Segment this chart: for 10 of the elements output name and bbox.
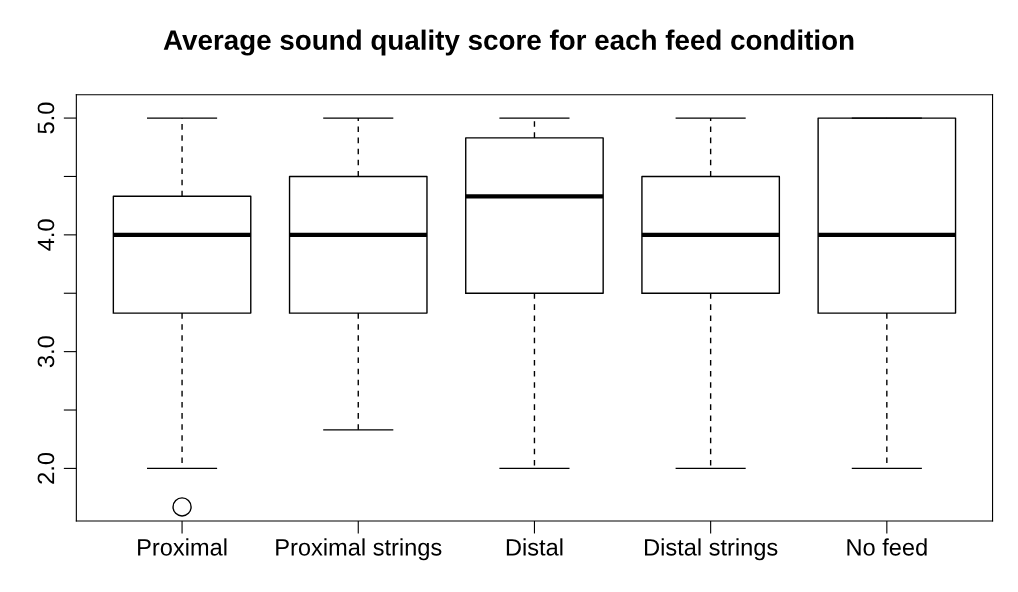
y-tick-label: 5.0 [37,102,55,134]
x-tick-label: No feed [847,538,927,556]
y-tick-label: 4.0 [37,219,55,251]
y-tick-label: 3.0 [37,336,55,368]
x-tick-label: Proximal [138,538,227,556]
x-tick-label: Distal strings [645,538,778,561]
x-tick-label: Distal [506,538,563,556]
chart-title: Average sound quality score for each feed condition [163,29,854,56]
y-tick-label: 2.0 [37,452,55,484]
x-tick-label: Proximal strings [276,538,442,561]
